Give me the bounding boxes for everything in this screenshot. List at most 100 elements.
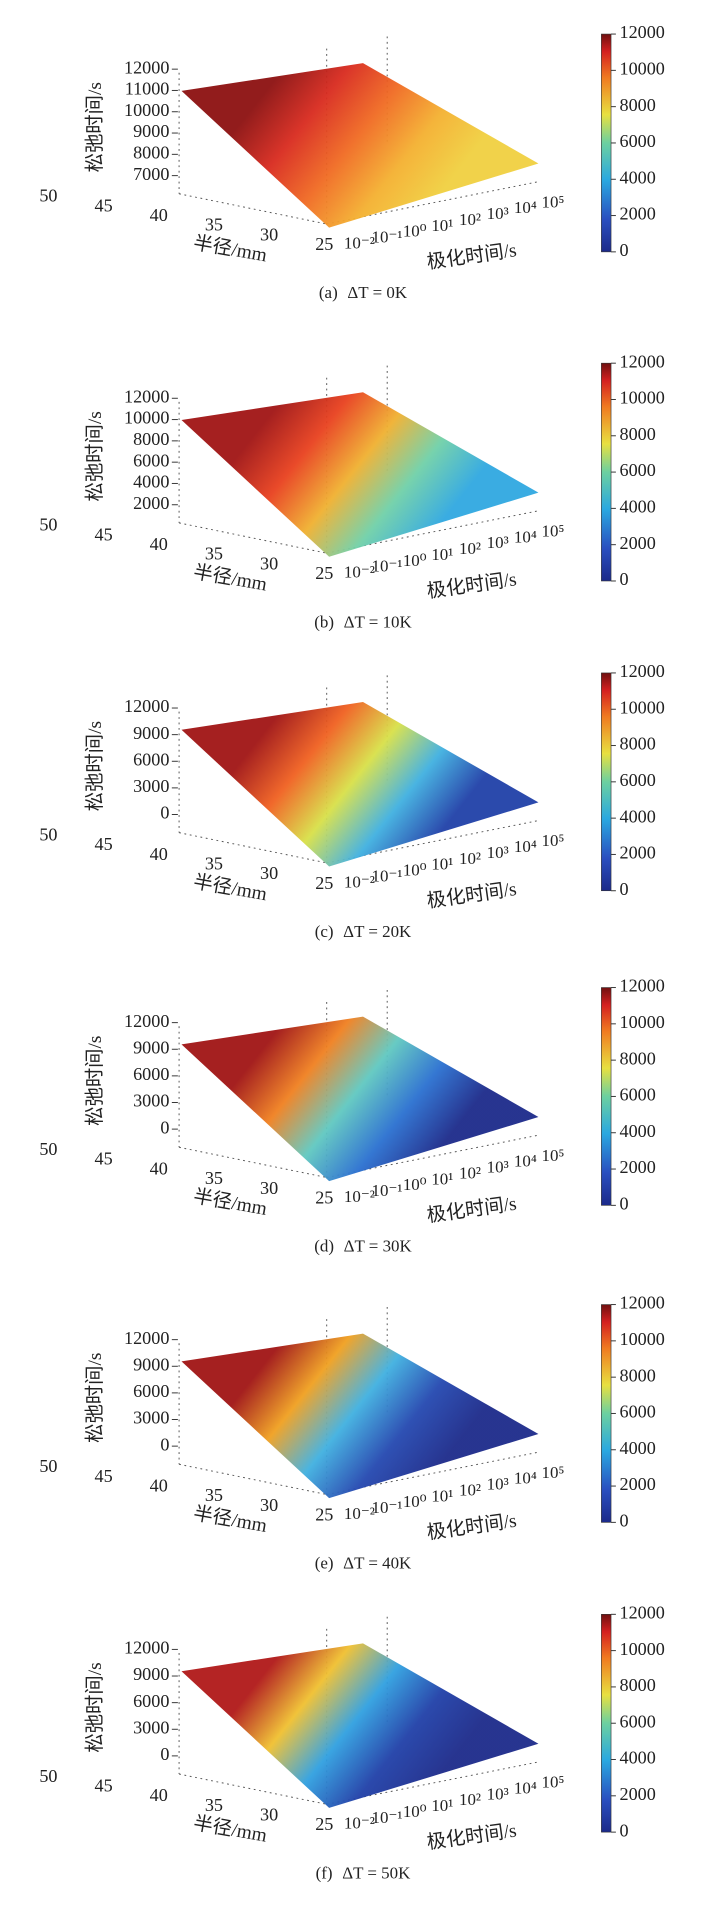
- colorbar-tick-label: 0: [620, 879, 629, 899]
- caption: (a) ΔT = 0K: [319, 283, 408, 302]
- z-tick-label: 3000: [133, 1717, 169, 1737]
- z-axis-label: 松弛时间/s: [84, 1662, 106, 1752]
- colorbar-tick-label: 12000: [620, 351, 665, 371]
- radius-tick-label: 25: [315, 1814, 333, 1834]
- colorbar-tick-label: 2000: [620, 533, 656, 553]
- guide-line: [326, 1761, 539, 1805]
- caption-label: (d): [314, 1237, 334, 1256]
- time-tick-label: 10²: [459, 1480, 481, 1499]
- radius-tick-label: 30: [260, 224, 278, 244]
- colorbar-tick-label: 0: [620, 1820, 629, 1840]
- surface: [181, 63, 539, 228]
- time-axis-label: 极化时间/s: [425, 1193, 518, 1227]
- time-axis-label: 极化时间/s: [425, 878, 518, 912]
- z-tick-label: 10000: [124, 100, 169, 120]
- caption-label: (a): [319, 283, 338, 302]
- colorbar-tick-label: 2000: [620, 204, 656, 224]
- time-tick-label: 10³: [487, 1158, 509, 1177]
- time-tick-label: 10¹: [431, 1486, 453, 1505]
- z-tick-label: 9000: [133, 1354, 169, 1374]
- radius-tick-label: 50: [39, 824, 57, 844]
- z-tick-label: 6000: [133, 1064, 169, 1084]
- radius-tick-label: 30: [260, 553, 278, 573]
- colorbar-tick-label: 8000: [620, 1048, 656, 1068]
- time-tick-label: 10³: [487, 533, 509, 552]
- radius-tick-label: 50: [39, 1456, 57, 1476]
- guide-line: [178, 1146, 327, 1178]
- time-tick-label: 10²: [459, 1163, 481, 1182]
- radius-tick-label: 45: [95, 834, 113, 854]
- time-tick-label: 10¹: [431, 1169, 453, 1188]
- z-tick-label: 3000: [133, 1091, 169, 1111]
- colorbar-tick-label: 12000: [620, 1602, 665, 1622]
- radius-tick-label: 35: [205, 1795, 223, 1815]
- z-tick-label: 6000: [133, 1691, 169, 1711]
- z-tick-label: 0: [160, 1434, 169, 1454]
- radius-tick-label: 35: [205, 1485, 223, 1505]
- radius-tick-label: 50: [39, 1766, 57, 1786]
- colorbar-tick-label: 12000: [620, 1293, 665, 1313]
- colorbar-tick-label: 6000: [620, 131, 656, 151]
- z-tick-label: 12000: [124, 696, 169, 716]
- guide-line: [178, 193, 327, 225]
- time-tick-label: 10¹: [431, 855, 453, 874]
- time-tick-label: 10⁻¹: [372, 866, 403, 885]
- time-tick-label: 10⁻¹: [372, 1808, 403, 1827]
- time-tick-label: 10¹: [431, 545, 453, 564]
- radius-tick-label: 45: [95, 524, 113, 544]
- caption-condition: ΔT = 30K: [344, 1237, 413, 1256]
- radius-tick-label: 30: [260, 1495, 278, 1515]
- surface: [181, 1333, 539, 1499]
- time-axis-label: 极化时间/s: [425, 239, 518, 273]
- time-tick-label: 10⁻¹: [372, 1181, 403, 1200]
- radius-tick-label: 45: [95, 1466, 113, 1486]
- caption: (c) ΔT = 20K: [315, 922, 412, 941]
- caption: (d) ΔT = 30K: [314, 1237, 412, 1256]
- guide-line: [326, 181, 539, 225]
- time-tick-label: 10⁴: [514, 1469, 537, 1488]
- colorbar: [601, 33, 612, 253]
- z-tick-label: 12000: [124, 1011, 169, 1031]
- panel: 松弛时间/s 12000 9000 6000 3000 0 50 45 40 35 30 25 半径/m…: [39, 661, 665, 941]
- colorbar-tick-label: 10000: [620, 1329, 665, 1349]
- z-tick-label: 11000: [125, 79, 170, 99]
- colorbar-tick-label: 6000: [620, 1711, 656, 1731]
- z-axis-label: 松弛时间/s: [84, 1036, 106, 1126]
- guide-line: [326, 1134, 539, 1178]
- surface: [181, 1016, 539, 1182]
- time-tick-label: 10¹: [431, 216, 453, 235]
- time-tick-label: 10⁴: [514, 1778, 537, 1797]
- colorbar-tick-label: 6000: [620, 770, 656, 790]
- radius-tick-label: 45: [95, 1149, 113, 1169]
- time-tick-label: 10⁴: [514, 837, 537, 856]
- z-tick-label: 4000: [133, 472, 169, 492]
- time-axis-label: 极化时间/s: [425, 1510, 518, 1544]
- z-tick-label: 9000: [133, 723, 169, 743]
- colorbar-tick-label: 4000: [620, 806, 656, 826]
- colorbar-tick-label: 0: [620, 1194, 629, 1214]
- z-tick-label: 12000: [124, 1328, 169, 1348]
- colorbar-tick-label: 10000: [620, 697, 665, 717]
- time-tick-label: 10⁵: [542, 1463, 565, 1482]
- time-tick-label: 10⁻²: [344, 1814, 375, 1833]
- z-tick-label: 3000: [133, 776, 169, 796]
- z-tick-label: 7000: [133, 164, 169, 184]
- time-tick-label: 10⁰: [403, 1492, 427, 1511]
- time-tick-label: 10⁵: [542, 1773, 565, 1792]
- z-tick-label: 2000: [133, 493, 169, 513]
- time-axis-label: 极化时间/s: [425, 1819, 518, 1853]
- radius-tick-label: 40: [150, 534, 168, 554]
- caption-label: (e): [315, 1554, 334, 1573]
- caption-condition: ΔT = 40K: [343, 1554, 412, 1573]
- colorbar-tick-label: 4000: [620, 1748, 656, 1768]
- panel: 松弛时间/s 12000 9000 6000 3000 0 50 45 40 35 30 25 半径/m…: [39, 1602, 665, 1882]
- panel: 松弛时间/s 12000 9000 6000 3000 0 50 45 40 35 30 25 半径/m…: [39, 976, 665, 1256]
- time-tick-label: 10⁻¹: [372, 228, 403, 247]
- time-tick-label: 10²: [459, 539, 481, 558]
- radius-tick-label: 30: [260, 1178, 278, 1198]
- radius-axis-label: 半径/mm: [192, 871, 269, 906]
- caption-condition: ΔT = 10K: [344, 612, 413, 631]
- surface: [181, 1643, 539, 1808]
- surface: [181, 392, 539, 557]
